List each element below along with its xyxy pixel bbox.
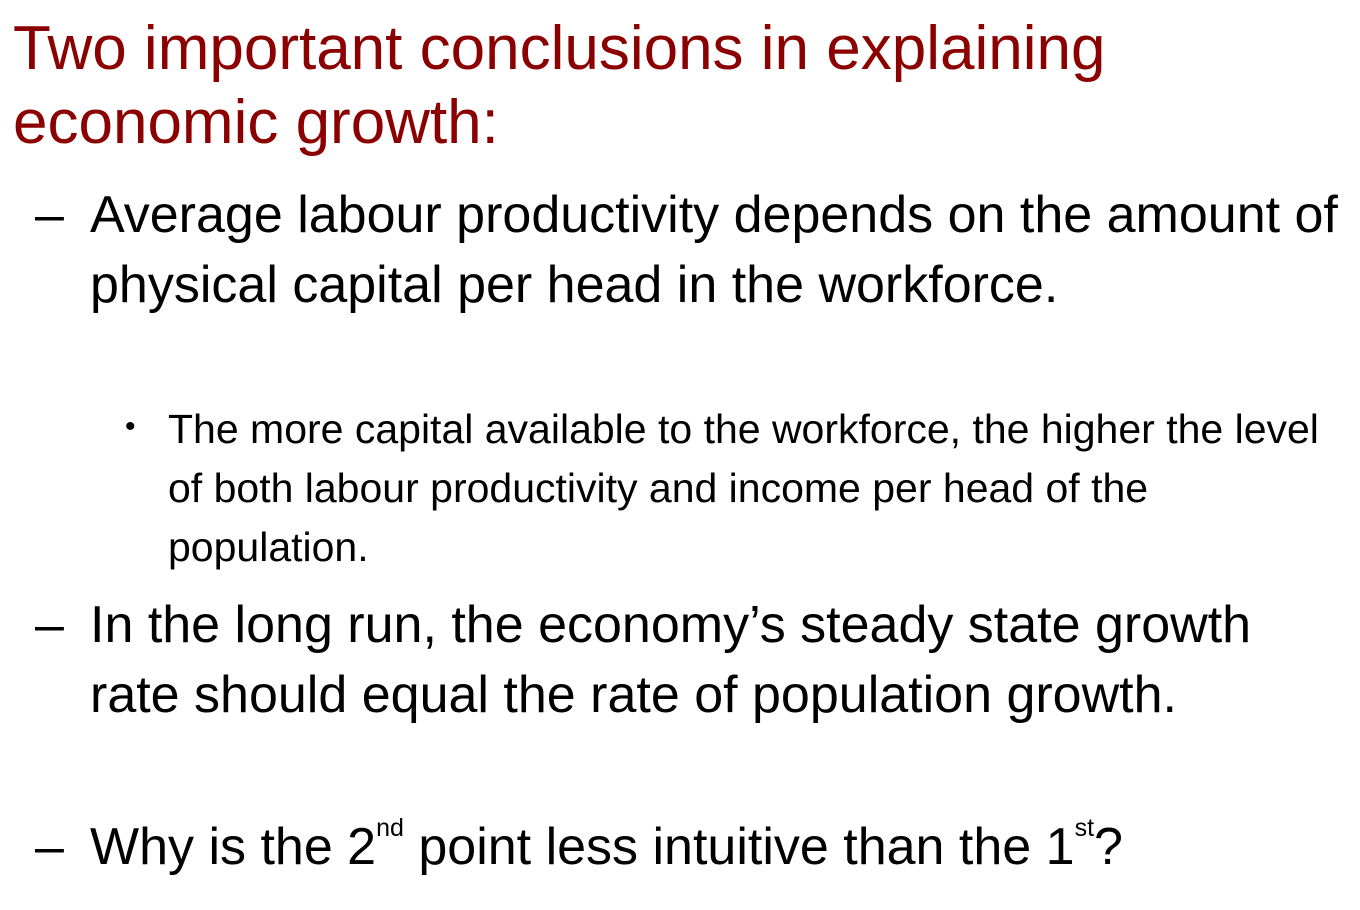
question-part-3: ?: [1094, 818, 1123, 876]
dash-marker: –: [35, 596, 64, 654]
subpoint-1-text: The more capital available to the workfo…: [168, 406, 1319, 570]
dash-marker: –: [35, 818, 64, 876]
question-part-1: Why is the 2: [90, 818, 377, 876]
question-part-2: point less intuitive than the 1: [403, 818, 1075, 876]
ordinal-suffix-st: st: [1074, 814, 1095, 842]
slide-title: Two important conclusions in explaining …: [13, 14, 1106, 157]
bullet-marker: •: [125, 410, 136, 443]
dash-marker: –: [35, 186, 64, 244]
ordinal-suffix-nd: nd: [376, 814, 404, 842]
point-1-text: Average labour productivity depends on t…: [90, 186, 1338, 314]
point-2-text: In the long run, the economy’s steady st…: [90, 596, 1252, 724]
point-3-text: Why is the 2nd point less intuitive than…: [90, 812, 1345, 882]
